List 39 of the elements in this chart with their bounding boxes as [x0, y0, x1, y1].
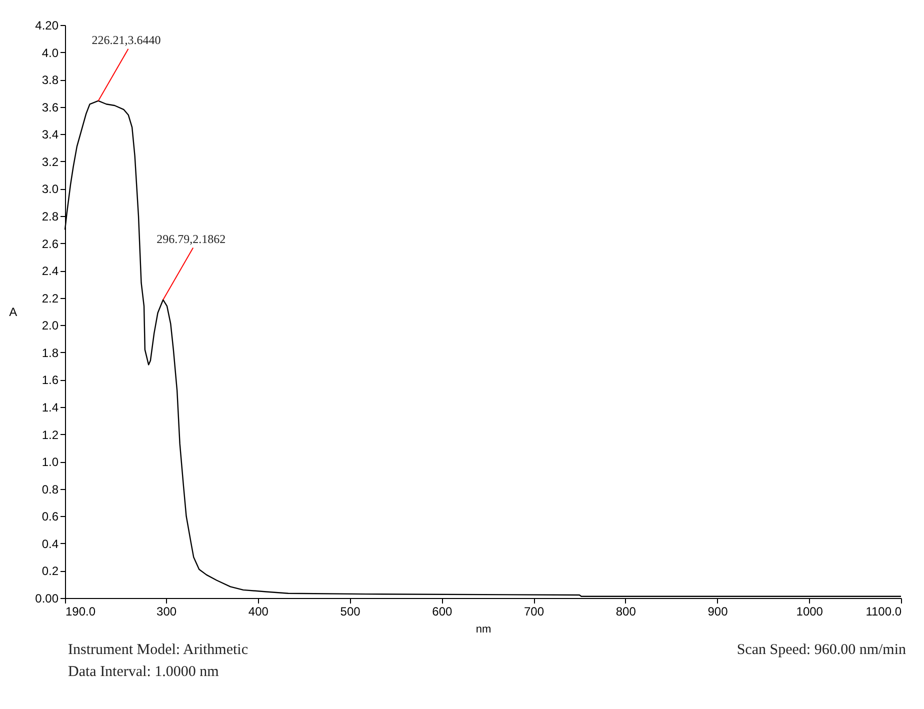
y-tick-label: 3.4 — [42, 128, 59, 142]
text: Instrument Model: Arithmetic — [68, 642, 248, 659]
y-tick-label: 0.00 — [35, 592, 59, 606]
x-tick-label: 300 — [156, 604, 177, 618]
y-tick-label: 3.6 — [42, 100, 59, 114]
y-tick-label: 3.0 — [42, 182, 59, 196]
x-tick-label: 600 — [432, 604, 452, 618]
y-tick-label: 4.0 — [42, 46, 59, 60]
y-tick-label: 4.20 — [35, 18, 59, 32]
y-tick-label: 3.8 — [42, 73, 59, 88]
y-tick-label: 0.4 — [42, 536, 59, 551]
x-tick-label: 500 — [340, 604, 361, 618]
y-tick-label: 1.0 — [42, 455, 59, 470]
y-tick-label: 1.8 — [42, 346, 59, 360]
x-tick-label: 1100.0 — [866, 604, 902, 618]
x-tick-label: 1000 — [796, 604, 824, 618]
y-tick-label: 1.4 — [42, 400, 59, 414]
y-tick-label: 0.6 — [42, 510, 59, 524]
y-tick-label: 3.2 — [42, 154, 59, 169]
y-axis-title: A — [9, 305, 18, 319]
y-tick-label: 2.0 — [42, 318, 59, 333]
y-tick-label: 0.2 — [42, 564, 59, 578]
annotation: 226.21,3.6440 — [92, 32, 161, 47]
y-tick-label: 0.8 — [42, 482, 59, 496]
y-tick-label: 2.8 — [42, 210, 59, 224]
y-tick-label: 1.2 — [42, 428, 59, 442]
text: Scan Speed: 960.00 nm/min — [736, 642, 906, 659]
text: Data Interval: 1.0000 nm — [68, 664, 219, 681]
x-axis-title: nm — [476, 624, 492, 636]
x-tick-label: 400 — [248, 604, 269, 618]
y-tick-label: 2.6 — [42, 236, 59, 251]
annotation: 296.79,2.1862 — [156, 232, 226, 246]
x-tick-label: 190.0 — [66, 604, 96, 618]
x-tick-label: 800 — [616, 604, 636, 618]
y-tick-label: 2.4 — [42, 264, 59, 278]
x-tick-label: 900 — [708, 604, 728, 618]
y-tick-label: 1.6 — [42, 373, 59, 388]
x-tick-label: 700 — [524, 604, 544, 618]
y-tick-label: 2.2 — [42, 291, 59, 306]
